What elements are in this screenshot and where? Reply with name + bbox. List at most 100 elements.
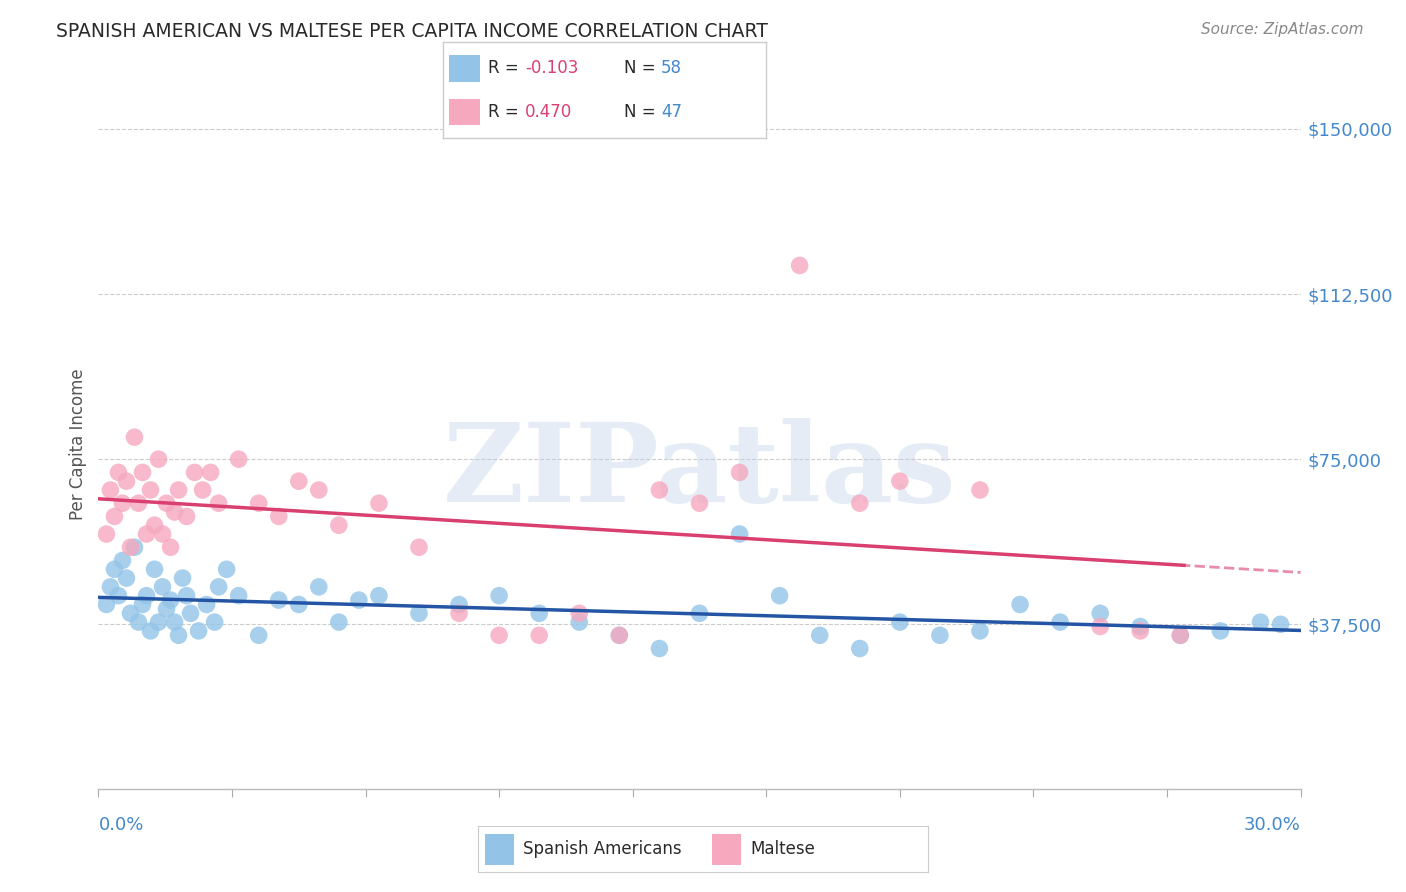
Point — [849, 496, 872, 510]
Point — [287, 474, 309, 488]
Point — [267, 593, 290, 607]
Point — [159, 593, 181, 607]
Point — [1129, 624, 1152, 638]
Point — [808, 628, 831, 642]
Point — [172, 571, 194, 585]
Point — [1170, 628, 1192, 642]
Point — [208, 496, 231, 510]
Point — [124, 541, 146, 555]
Text: 58: 58 — [661, 60, 682, 78]
FancyBboxPatch shape — [450, 55, 479, 82]
Point — [1170, 628, 1192, 642]
Point — [889, 474, 911, 488]
Point — [131, 466, 153, 480]
Point — [408, 607, 430, 621]
Text: ZIPatlas: ZIPatlas — [443, 418, 956, 524]
Point — [768, 589, 790, 603]
FancyBboxPatch shape — [711, 834, 741, 865]
Point — [688, 607, 710, 621]
Text: Maltese: Maltese — [751, 840, 815, 858]
Point — [143, 562, 166, 576]
Point — [96, 598, 118, 612]
Point — [159, 541, 181, 555]
Point — [1088, 607, 1111, 621]
Point — [120, 607, 142, 621]
Point — [529, 607, 551, 621]
Point — [195, 598, 218, 612]
Point — [215, 562, 238, 576]
Text: N =: N = — [624, 60, 661, 78]
Point — [176, 509, 198, 524]
Point — [1209, 624, 1232, 638]
Point — [167, 628, 190, 642]
Point — [247, 628, 270, 642]
Point — [529, 628, 551, 642]
Point — [143, 518, 166, 533]
Point — [176, 589, 198, 603]
Point — [328, 518, 350, 533]
Point — [100, 483, 122, 497]
Text: Spanish Americans: Spanish Americans — [523, 840, 682, 858]
Point — [328, 615, 350, 629]
Point — [163, 615, 186, 629]
Point — [180, 607, 202, 621]
Text: 0.0%: 0.0% — [98, 816, 143, 834]
Point — [889, 615, 911, 629]
Point — [228, 452, 250, 467]
Point — [789, 259, 811, 273]
Point — [247, 496, 270, 510]
Point — [183, 466, 205, 480]
Point — [148, 615, 170, 629]
Point — [347, 593, 370, 607]
Point — [447, 607, 470, 621]
Point — [568, 615, 591, 629]
Point — [135, 527, 157, 541]
Text: Source: ZipAtlas.com: Source: ZipAtlas.com — [1201, 22, 1364, 37]
Point — [1250, 615, 1272, 629]
Point — [568, 607, 591, 621]
Point — [135, 589, 157, 603]
Text: R =: R = — [488, 103, 530, 120]
Point — [609, 628, 631, 642]
Text: 47: 47 — [661, 103, 682, 120]
Point — [228, 589, 250, 603]
Point — [152, 527, 174, 541]
Y-axis label: Per Capita Income: Per Capita Income — [69, 368, 87, 519]
Point — [368, 496, 391, 510]
Point — [609, 628, 631, 642]
Point — [447, 598, 470, 612]
Point — [1088, 619, 1111, 633]
Point — [111, 553, 134, 567]
Point — [648, 641, 671, 656]
Point — [131, 598, 153, 612]
Point — [139, 483, 162, 497]
Point — [128, 496, 150, 510]
Point — [139, 624, 162, 638]
Point — [204, 615, 226, 629]
Point — [308, 580, 330, 594]
Point — [107, 589, 129, 603]
Point — [100, 580, 122, 594]
Point — [124, 430, 146, 444]
Point — [120, 541, 142, 555]
FancyBboxPatch shape — [450, 98, 479, 125]
Text: 0.470: 0.470 — [526, 103, 572, 120]
Point — [163, 505, 186, 519]
Point — [155, 602, 177, 616]
Point — [115, 571, 138, 585]
Point — [200, 466, 222, 480]
Point — [187, 624, 209, 638]
Point — [103, 562, 125, 576]
FancyBboxPatch shape — [485, 834, 515, 865]
Point — [191, 483, 214, 497]
Point — [96, 527, 118, 541]
Point — [969, 624, 991, 638]
Text: N =: N = — [624, 103, 661, 120]
Point — [648, 483, 671, 497]
Point — [488, 589, 510, 603]
Point — [368, 589, 391, 603]
Point — [208, 580, 231, 594]
Point — [488, 628, 510, 642]
Point — [111, 496, 134, 510]
Point — [728, 466, 751, 480]
